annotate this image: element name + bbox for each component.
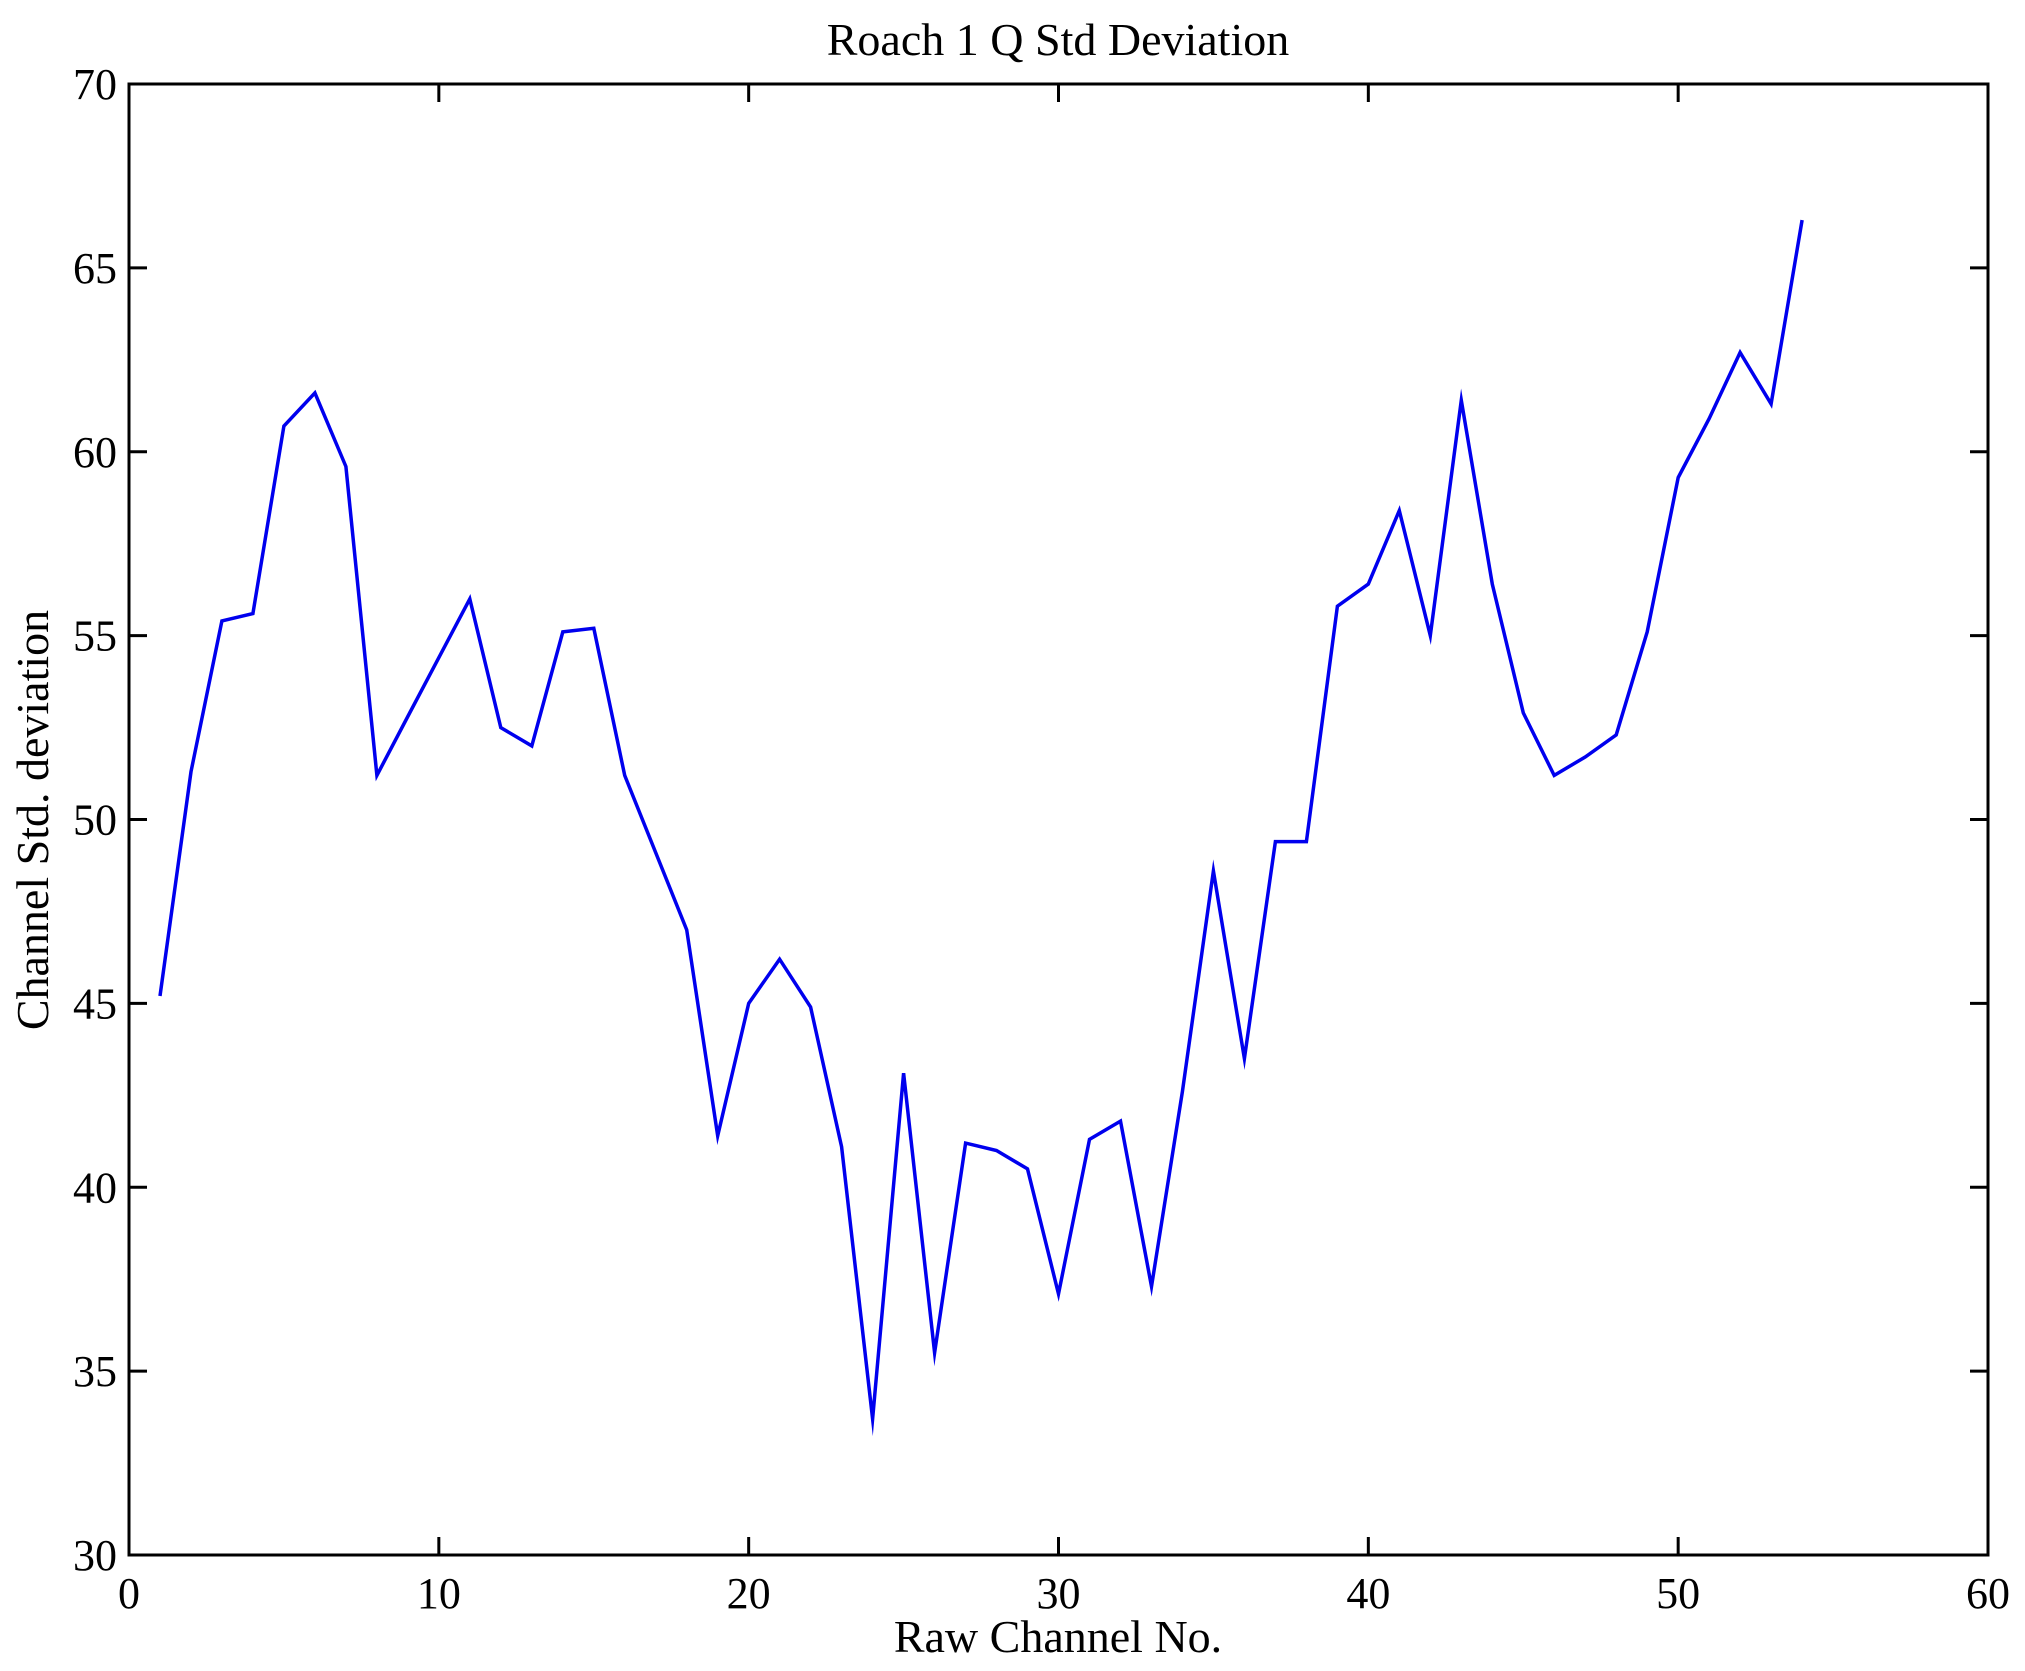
axis-tick-labels: 0 10 20 30 40 50 60 30 35 40 45 50 55 60 65 70: [73, 60, 2010, 1618]
axis-ticks: [127, 82, 1990, 1557]
x-tick-label: 30: [1037, 1569, 1081, 1618]
x-tick-label: 50: [1656, 1569, 1700, 1618]
y-tick-label: 45: [73, 979, 117, 1028]
y-tick-label: 50: [73, 796, 117, 845]
y-tick-label: 70: [73, 60, 117, 109]
x-tick-label: 10: [417, 1569, 461, 1618]
plot-frame: [127, 82, 1990, 1557]
y-tick-label: 55: [73, 612, 117, 661]
x-tick-label: 20: [727, 1569, 771, 1618]
y-axis-label: Channel Std. deviation: [7, 610, 58, 1030]
x-axis-label: Raw Channel No.: [894, 1611, 1222, 1662]
y-tick-label: 30: [73, 1531, 117, 1580]
y-tick-label: 60: [73, 428, 117, 477]
chart-title: Roach 1 Q Std Deviation: [827, 14, 1290, 65]
y-tick-label: 35: [73, 1347, 117, 1396]
x-tick-label: 0: [118, 1569, 140, 1618]
x-tick-label: 60: [1966, 1569, 2010, 1618]
data-line: [158, 219, 1804, 1437]
x-tick-label: 40: [1346, 1569, 1390, 1618]
y-tick-label: 40: [73, 1163, 117, 1212]
y-tick-label: 65: [73, 244, 117, 293]
